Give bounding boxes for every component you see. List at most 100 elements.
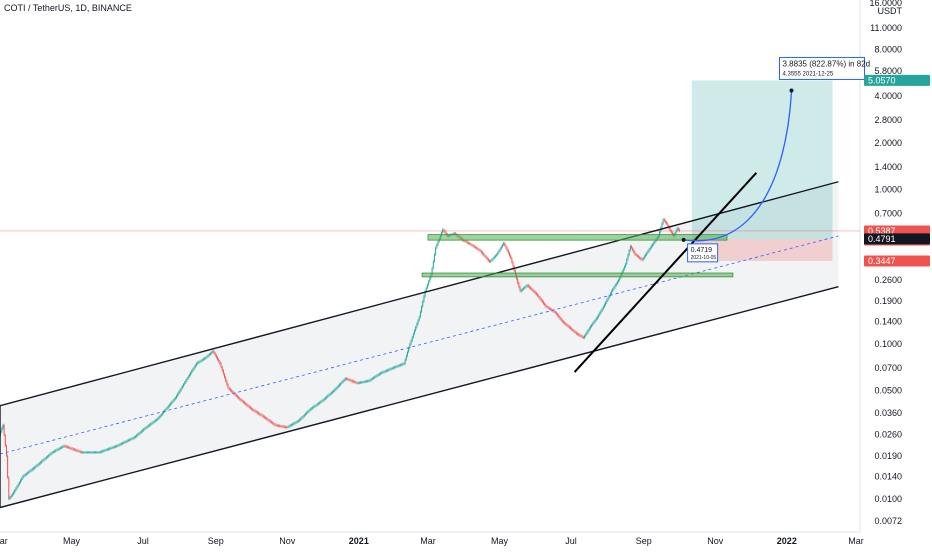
candle-body (102, 451, 104, 452)
candle-body (251, 408, 253, 410)
candle-body (419, 311, 421, 317)
channel-lower-line (0, 286, 839, 509)
candle-body (91, 452, 93, 454)
candle-body (54, 451, 56, 452)
candle-body (297, 420, 299, 422)
candle-body (153, 421, 155, 423)
candle-body (558, 315, 560, 318)
candle-body (381, 372, 383, 374)
candle-body (307, 411, 309, 413)
candle-body (292, 424, 294, 425)
candle-body (152, 422, 154, 424)
candle-body (473, 246, 475, 247)
candle-body (503, 243, 505, 245)
candle-body (343, 379, 345, 381)
candle-body (266, 418, 268, 420)
x-tick-label: May (491, 536, 509, 546)
candle-body (31, 469, 33, 471)
candle-body (409, 344, 411, 349)
candle-body (424, 291, 426, 297)
candle-body (499, 248, 501, 251)
candle-body (412, 333, 414, 338)
candle-body (501, 244, 503, 247)
candle-body (43, 459, 45, 461)
price-badge-label-3: 0.4791 (868, 234, 896, 244)
candle-body (324, 397, 326, 399)
candle-body (478, 249, 480, 251)
candle-body (593, 321, 595, 324)
candle-body (20, 480, 22, 483)
candle-body (256, 412, 258, 413)
candle-body (463, 240, 465, 241)
candle-body (523, 288, 525, 290)
projection-curve (683, 90, 793, 242)
candle-body (258, 412, 260, 414)
candle-body (226, 381, 228, 385)
candle-body (643, 256, 645, 259)
candle-body (133, 437, 135, 439)
candle-body (328, 394, 330, 396)
y-tick-label: 2.8000 (874, 115, 902, 125)
candle-body (173, 399, 175, 401)
candle-body (7, 455, 9, 478)
candle-body (490, 260, 492, 262)
candle-body (132, 437, 134, 439)
candle-body (113, 446, 115, 448)
candle-body (42, 460, 44, 462)
candle-body (163, 411, 165, 414)
candle-body (272, 422, 274, 424)
candle-body (75, 449, 77, 451)
candle-body (346, 378, 348, 380)
candle-body (278, 425, 280, 427)
candle-body (190, 372, 192, 375)
candle-body (180, 388, 182, 391)
candle-body (288, 426, 290, 427)
candle-body (313, 406, 315, 408)
candle-body (95, 452, 97, 454)
candle-body (647, 251, 649, 253)
candle-body (177, 393, 179, 396)
target-annotation-line2: 4.3555 2021-12-25 (783, 71, 834, 77)
candle-body (372, 377, 374, 379)
y-tick-label: 1.0000 (874, 184, 902, 194)
candle-body (207, 355, 209, 357)
candles-group (0, 217, 681, 501)
candle-body (44, 458, 46, 460)
candle-body (120, 443, 122, 445)
candle-body (211, 352, 213, 354)
candle-body (188, 374, 190, 377)
candle-body (200, 360, 202, 362)
candle-body (239, 398, 241, 400)
candle-body (569, 327, 571, 329)
candle-body (161, 413, 163, 415)
candle-body (395, 366, 397, 368)
stop-zone (691, 238, 833, 261)
candle-body (619, 277, 621, 280)
candle-body (385, 370, 387, 372)
candle-body (107, 448, 109, 450)
y-tick-label: 0.0072 (874, 516, 902, 526)
candle-body (197, 362, 199, 364)
candle-body (493, 256, 495, 259)
candle-body (186, 378, 188, 381)
candle-body (147, 425, 149, 427)
candle-body (443, 229, 445, 232)
candle-body (633, 250, 635, 253)
candle-body (639, 257, 641, 259)
price-badge-3 (864, 233, 930, 245)
candle-body (630, 246, 632, 249)
candle-body (587, 330, 589, 333)
candle-body (110, 448, 112, 449)
candle-body (537, 294, 539, 296)
candle-body (491, 259, 493, 261)
candle-body (175, 395, 177, 398)
candle-body (83, 452, 85, 454)
candle-body (355, 382, 357, 383)
candle-body (93, 452, 95, 454)
candle-body (533, 290, 535, 293)
candle-body (654, 240, 656, 243)
candle-body (453, 233, 455, 235)
candle-body (225, 377, 227, 382)
